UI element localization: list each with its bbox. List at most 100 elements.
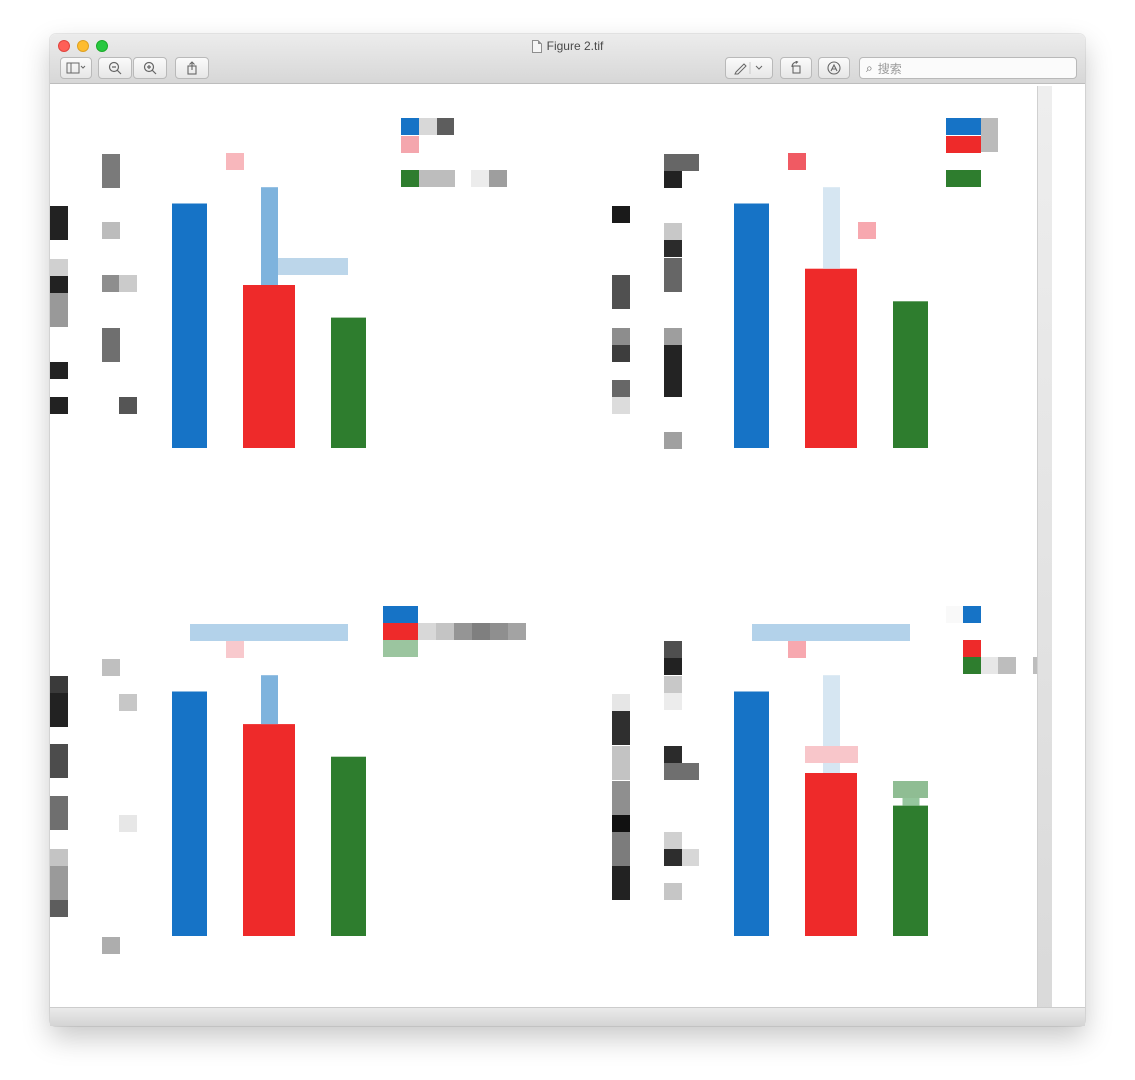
decor-pixel-92 [682, 849, 699, 866]
decor-pixel-39 [893, 781, 928, 798]
sidebar-icon [66, 62, 86, 74]
chart-2-bar-3 [893, 301, 928, 448]
decor-pixel-45 [50, 397, 68, 414]
decor-pixel-18 [190, 624, 348, 641]
decor-pixel-91 [664, 849, 682, 866]
decor-pixel-59 [664, 171, 682, 188]
chart-4-bar-1 [734, 691, 769, 936]
decor-pixel-5 [401, 170, 419, 187]
search-placeholder: 搜索 [877, 61, 902, 76]
decor-pixel-87 [664, 693, 682, 710]
decor-pixel-44 [50, 362, 68, 379]
close-button[interactable] [58, 40, 70, 52]
markup-button[interactable] [725, 57, 773, 79]
decor-pixel-69 [50, 796, 68, 830]
decor-pixel-53 [612, 275, 630, 309]
decor-pixel-12 [946, 118, 981, 135]
decor-pixel-50 [102, 328, 120, 362]
decor-pixel-15 [946, 170, 981, 187]
decor-pixel-19 [383, 606, 418, 623]
zoom-in-icon [143, 61, 157, 75]
chart-3-error-bar-2 [261, 675, 278, 725]
search-input[interactable]: ⌕ 搜索 [859, 57, 1077, 79]
decor-pixel-1 [401, 118, 419, 135]
decor-pixel-49 [119, 275, 137, 292]
decor-pixel-32 [963, 640, 981, 657]
decor-pixel-42 [50, 276, 68, 293]
decor-pixel-89 [664, 763, 699, 780]
vertical-scrollbar[interactable] [1037, 86, 1052, 1024]
chart-3-bar-3 [331, 756, 366, 936]
decor-pixel-73 [102, 659, 120, 676]
decor-pixel-41 [50, 259, 68, 276]
share-button[interactable] [175, 57, 209, 79]
bar-chart-3 [172, 675, 366, 936]
decor-pixel-37 [788, 641, 806, 658]
decor-pixel-57 [612, 397, 630, 414]
decor-pixel-54 [612, 328, 630, 345]
decor-pixel-8 [471, 170, 489, 187]
decor-pixel-4 [401, 136, 419, 153]
decor-pixel-2 [419, 118, 437, 135]
decor-pixel-40 [50, 206, 68, 240]
search-icon: ⌕ [866, 61, 873, 75]
document-view [50, 84, 1085, 1026]
chart-3-bar-2 [243, 724, 295, 936]
minimize-button[interactable] [77, 40, 89, 52]
decor-pixel-67 [50, 693, 68, 727]
decor-pixel-84 [664, 641, 682, 658]
window-titlebar: Figure 2.tif [50, 34, 1085, 84]
bottom-scroll-area[interactable] [50, 1007, 1085, 1026]
decor-pixel-27 [508, 623, 526, 640]
decor-pixel-22 [418, 623, 436, 640]
decor-layer [50, 118, 1051, 954]
decor-pixel-3 [437, 118, 454, 135]
decor-pixel-80 [612, 781, 630, 815]
decor-pixel-93 [664, 883, 682, 900]
decor-pixel-79 [612, 746, 630, 780]
zoom-button[interactable] [96, 40, 108, 52]
decor-pixel-24 [454, 623, 472, 640]
chart-1-bar-2 [243, 285, 295, 448]
decor-pixel-47 [102, 222, 120, 239]
chart-1-error-bar-2 [261, 187, 278, 285]
chart-2-error-bar-2 [823, 187, 840, 269]
decor-pixel-55 [612, 345, 630, 362]
decor-pixel-21 [383, 640, 418, 657]
rotate-button[interactable] [780, 57, 812, 79]
chart-1-bar-1 [172, 203, 207, 448]
bar-chart-1 [172, 187, 366, 448]
decor-pixel-56 [612, 380, 630, 397]
decor-pixel-51 [119, 397, 137, 414]
decor-pixel-33 [963, 657, 981, 674]
decor-pixel-58 [664, 154, 699, 171]
decor-pixel-6 [419, 170, 437, 187]
zoom-out-button[interactable] [98, 57, 132, 79]
decor-pixel-23 [436, 623, 454, 640]
preview-window: Figure 2.tif [50, 34, 1085, 1026]
sidebar-button[interactable] [60, 57, 92, 79]
bar-chart-4 [734, 675, 928, 936]
decor-pixel-13 [946, 136, 981, 153]
chart-3-bar-1 [172, 691, 207, 936]
decor-pixel-71 [50, 866, 68, 900]
annotate-button[interactable] [818, 57, 850, 79]
decor-pixel-72 [50, 900, 68, 917]
decor-pixel-52 [612, 206, 630, 223]
decor-pixel-82 [612, 832, 630, 866]
pen-icon [734, 62, 763, 75]
decor-pixel-48 [102, 275, 120, 292]
decor-pixel-25 [472, 623, 490, 640]
decor-pixel-7 [437, 170, 455, 187]
decor-pixel-64 [664, 345, 682, 397]
decor-pixel-83 [612, 866, 630, 900]
decor-pixel-66 [50, 676, 68, 693]
zoom-in-button[interactable] [133, 57, 167, 79]
document-icon [531, 39, 542, 53]
decor-pixel-28 [226, 641, 244, 658]
decor-pixel-31 [963, 606, 981, 623]
decor-pixel-9 [489, 170, 507, 187]
decor-pixel-75 [119, 815, 137, 832]
decor-pixel-85 [664, 658, 682, 675]
decor-pixel-34 [981, 657, 998, 674]
